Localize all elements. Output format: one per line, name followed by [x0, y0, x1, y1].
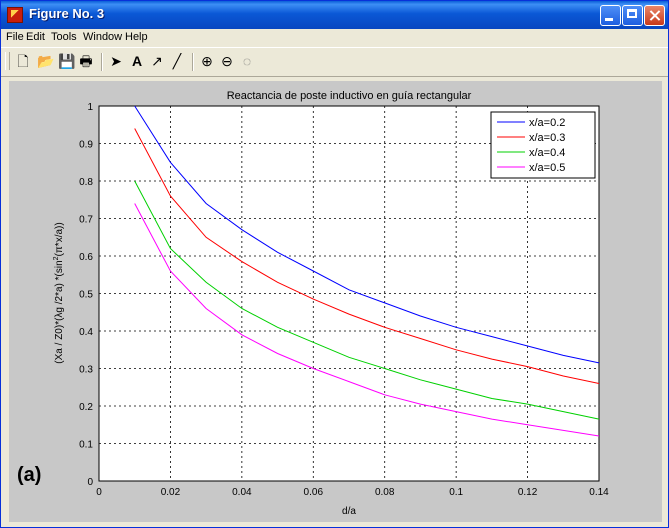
- rotate-icon[interactable]: ◌: [242, 53, 252, 69]
- text-icon[interactable]: A: [131, 53, 143, 69]
- zoom-in-icon[interactable]: ⊕: [201, 53, 213, 69]
- legend-entry: x/a=0.3: [529, 132, 565, 144]
- maximize-button[interactable]: [622, 5, 643, 26]
- line-icon[interactable]: ╱: [172, 53, 182, 69]
- open-folder-icon[interactable]: 📂: [37, 53, 55, 69]
- menu-file[interactable]: File: [6, 31, 24, 43]
- legend: x/a=0.2 x/a=0.3 x/a=0.4 x/a=0.5: [490, 111, 596, 179]
- series-line: [134, 203, 600, 437]
- print-icon[interactable]: 🖶: [79, 53, 93, 69]
- x-tick-label: 0: [96, 487, 102, 498]
- menu-help[interactable]: Help: [125, 31, 148, 43]
- series-line: [134, 128, 600, 384]
- y-tick-label: 0.7: [79, 215, 93, 226]
- y-tick-label: 0: [87, 477, 93, 488]
- legend-entry: x/a=0.2: [529, 117, 565, 129]
- legend-entry: x/a=0.4: [529, 147, 565, 159]
- y-axis-label: (Xa / Z0)*(λg /2*a) *(sin2(π*x/a)): [53, 222, 65, 363]
- y-tick-label: 0.3: [79, 365, 93, 376]
- x-tick-label: 0.02: [161, 487, 181, 498]
- toolbar-separator: [101, 53, 103, 71]
- y-tick-label: 0.2: [79, 402, 93, 413]
- y-tick-label: 0.8: [79, 177, 93, 188]
- panel-label: (a): [17, 464, 41, 486]
- y-tick-label: 0.1: [79, 440, 93, 451]
- close-button[interactable]: [644, 5, 665, 26]
- y-axis-label-exponent: 2: [53, 256, 60, 260]
- toolbar-grip[interactable]: [5, 52, 10, 70]
- x-axis-label: d/a: [342, 506, 356, 517]
- series-lines: [134, 105, 600, 437]
- toolbar: 🗋 📂 💾 🖶 ➤ A ↗ ╱ ⊕ ⊖ ◌: [1, 47, 668, 77]
- y-tick-label: 1: [87, 102, 93, 113]
- menu-window[interactable]: Window: [83, 31, 123, 43]
- x-tick-label: 0.06: [304, 487, 324, 498]
- x-tick-label: 0.04: [232, 487, 252, 498]
- figure-canvas: Reactancia de poste inductivo en guía re…: [9, 81, 662, 522]
- window-title: Figure No. 3: [29, 6, 105, 21]
- grid-lines: [99, 106, 599, 481]
- menu-edit[interactable]: Edit: [26, 31, 45, 43]
- x-tick-label: 0.14: [589, 487, 609, 498]
- y-tick-label: 0.5: [79, 290, 93, 301]
- menu-bar: File Edit Tools Window Help: [1, 29, 668, 47]
- y-axis-label-part: (π*x/a)): [54, 222, 65, 256]
- series-line: [134, 105, 600, 364]
- x-tick-label: 0.1: [449, 487, 463, 498]
- zoom-out-icon[interactable]: ⊖: [221, 53, 233, 69]
- title-bar[interactable]: Figure No. 3: [1, 1, 668, 29]
- toolbar-separator: [192, 53, 194, 71]
- y-tick-label: 0.6: [79, 252, 93, 263]
- minimize-button[interactable]: [600, 5, 621, 26]
- save-icon[interactable]: 💾: [58, 53, 76, 69]
- menu-tools[interactable]: Tools: [51, 31, 77, 43]
- y-tick-label: 0.9: [79, 140, 93, 151]
- matlab-icon[interactable]: [7, 7, 23, 23]
- chart-title: Reactancia de poste inductivo en guía re…: [227, 90, 472, 102]
- arrow-cursor-icon[interactable]: ➤: [110, 53, 122, 69]
- x-tick-label: 0.12: [518, 487, 538, 498]
- legend-entry: x/a=0.5: [529, 162, 565, 174]
- y-axis-label-part: (Xa / Z0)*(λg /2*a) *(sin: [54, 260, 65, 363]
- y-tick-label: 0.4: [79, 327, 93, 338]
- axis-ticks: 0 0.02 0.04 0.06 0.08 0.1 0.12 0.14 0 0.1 0.2 0.3 0.…: [79, 102, 609, 498]
- series-line: [134, 180, 600, 420]
- new-file-icon[interactable]: 🗋: [17, 53, 29, 69]
- x-tick-label: 0.08: [375, 487, 395, 498]
- arrow-icon[interactable]: ↗: [151, 53, 163, 69]
- chart-svg: Reactancia de poste inductivo en guía re…: [17, 90, 609, 517]
